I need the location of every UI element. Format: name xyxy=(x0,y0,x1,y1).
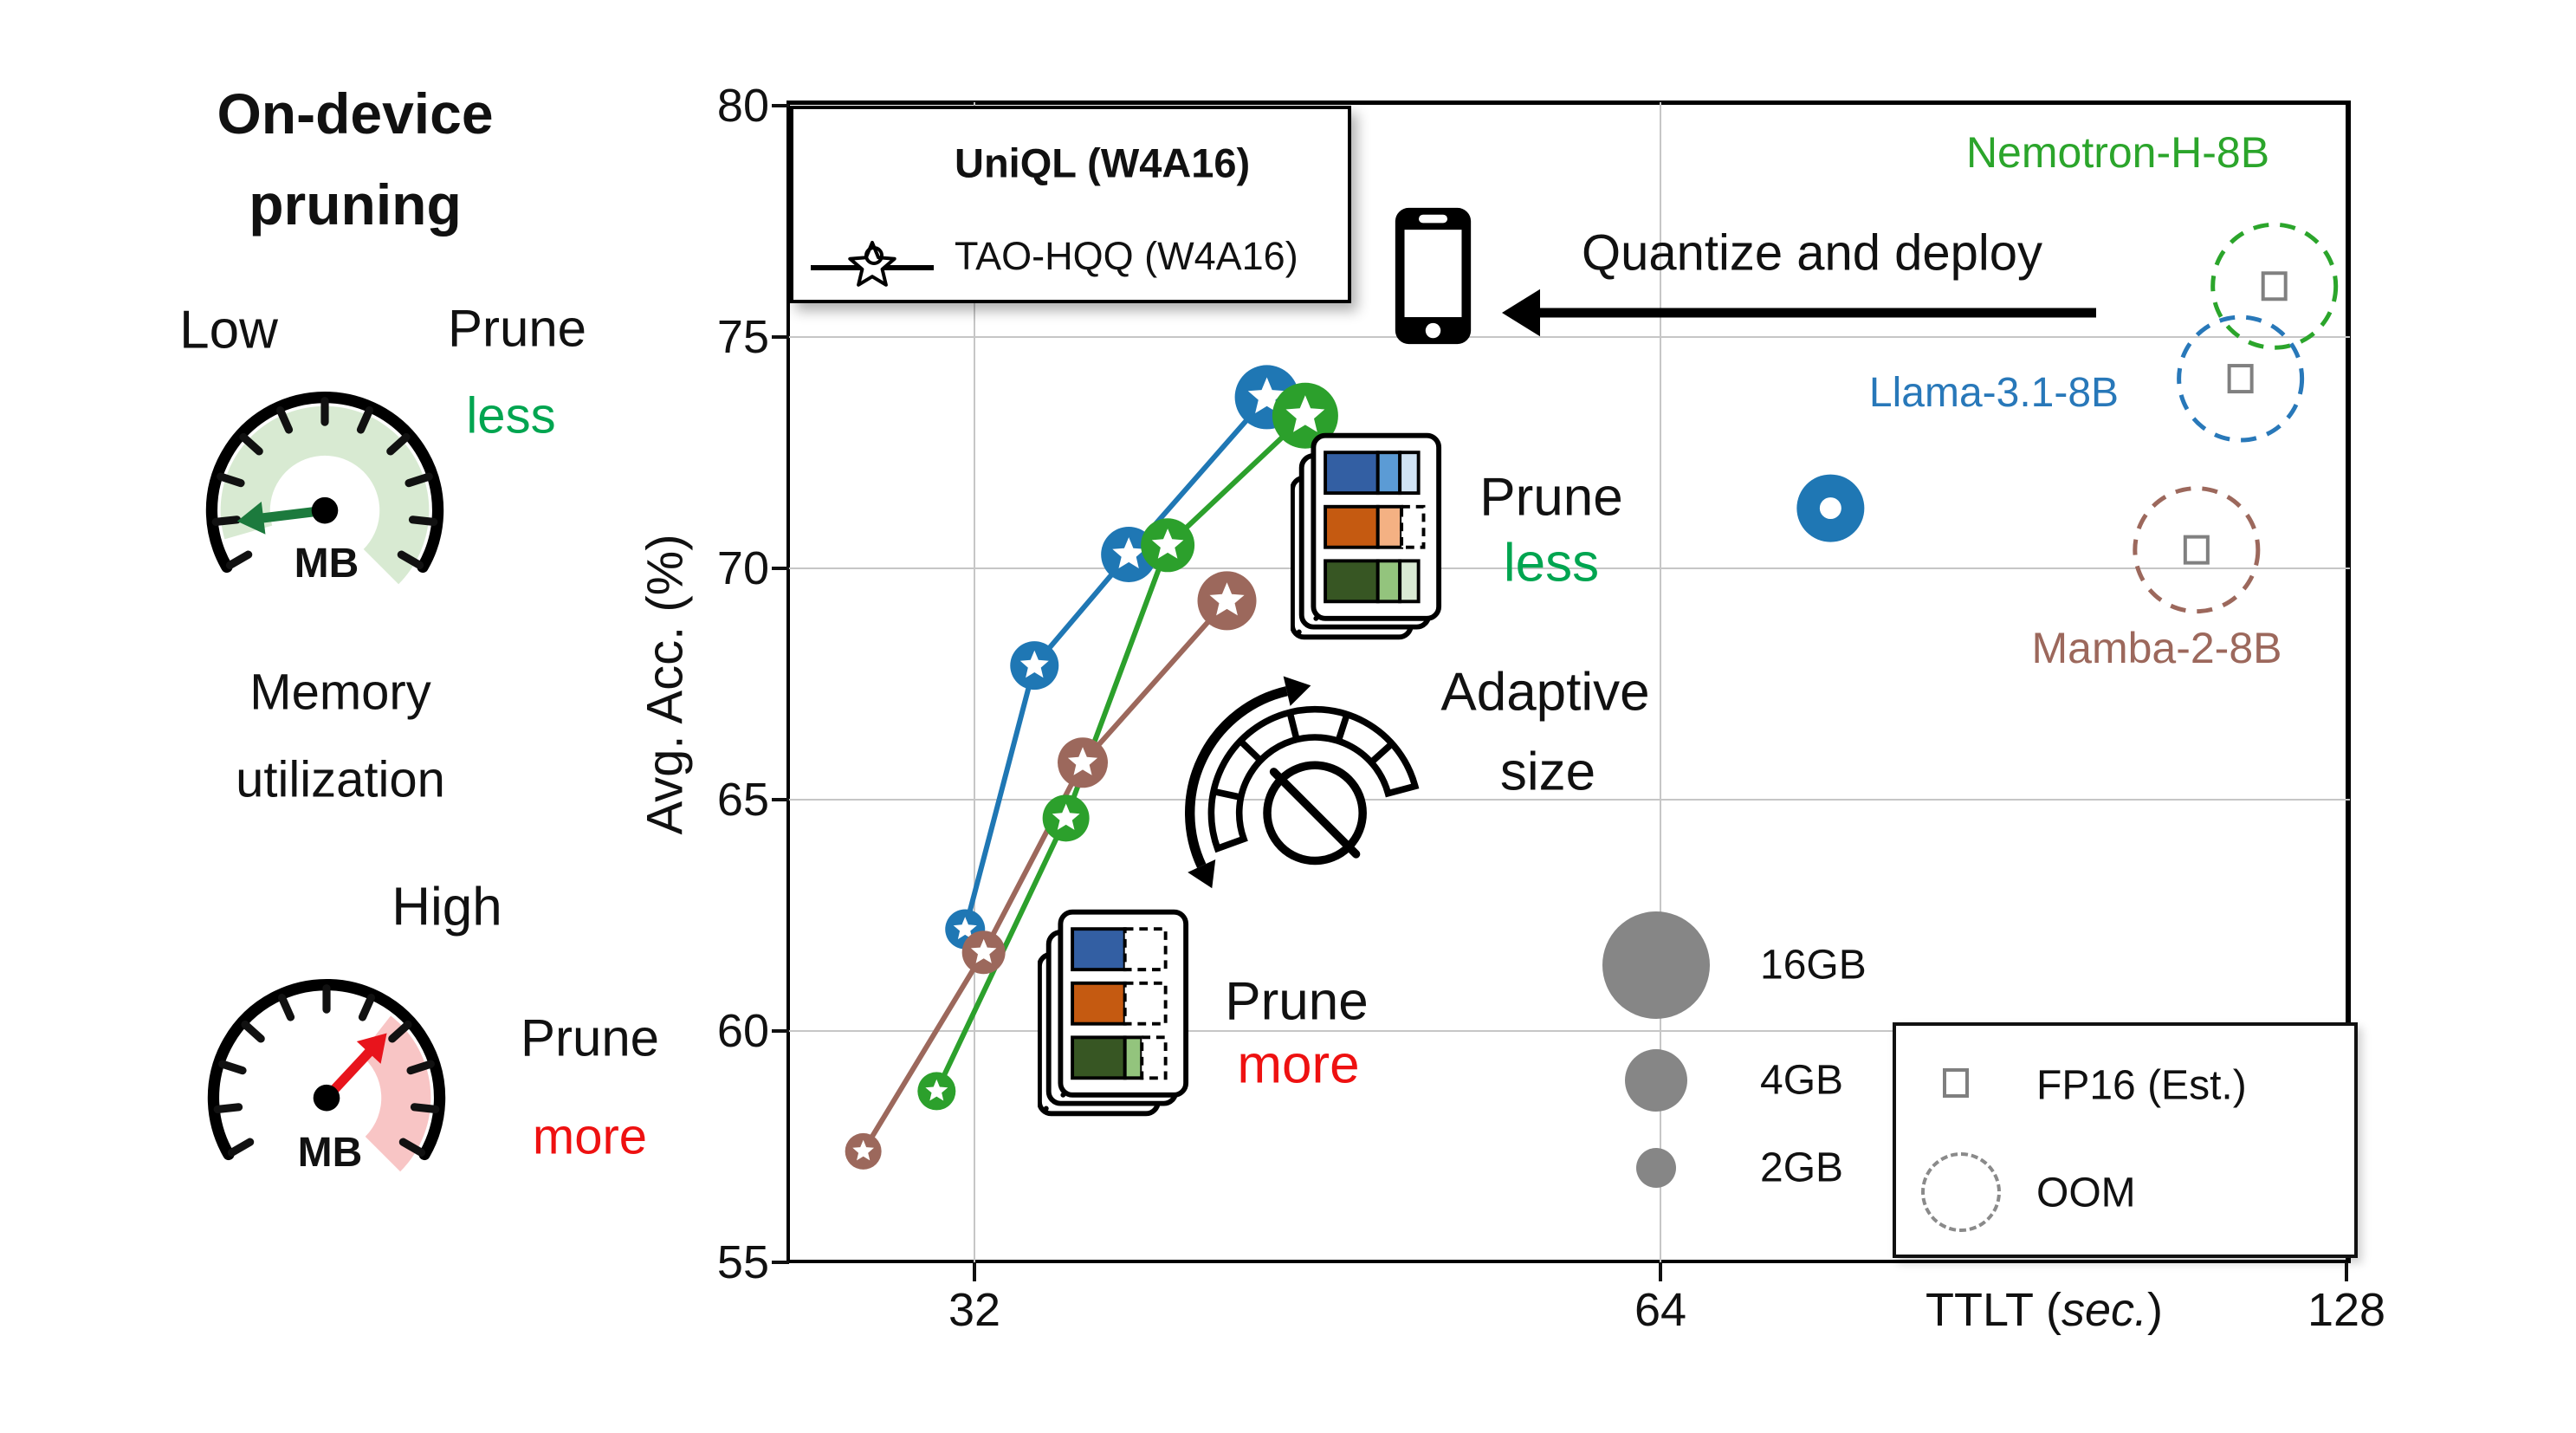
x-axis-label-suffix: ) xyxy=(2147,1283,2164,1336)
arrow-head xyxy=(236,502,266,535)
more-label-panel: more xyxy=(532,1108,648,1165)
tao-legend-label: TAO-HQQ (W4A16) xyxy=(955,234,1298,278)
panel-title-line2: pruning xyxy=(249,172,462,237)
tao-point-hole xyxy=(1819,497,1841,520)
x-axis-label-prefix: TTLT ( xyxy=(1925,1283,2061,1336)
ytick-label: 55 xyxy=(716,1236,769,1288)
oom-circle xyxy=(2133,486,2261,614)
mb-label-2: MB xyxy=(297,1130,363,1177)
fp16-legend-label: FP16 (Est.) xyxy=(2036,1062,2247,1109)
xtick-label: 128 xyxy=(2307,1283,2386,1336)
size-bubble xyxy=(1625,1049,1687,1112)
size-bubble-label: 4GB xyxy=(1760,1057,1844,1104)
adaptive-line2: size xyxy=(1499,742,1596,802)
ytick-label: 60 xyxy=(716,1005,769,1057)
ytick-label: 70 xyxy=(716,542,769,594)
llama-label: Llama-3.1-8B xyxy=(1868,370,2120,417)
star-glyph xyxy=(970,938,997,963)
memory-gauge-low-icon xyxy=(205,391,444,585)
ytick-label: 65 xyxy=(716,774,769,826)
star-glyph xyxy=(925,1079,948,1101)
uniql-star-icon xyxy=(848,241,896,287)
star-glyph xyxy=(1052,803,1080,830)
series-line xyxy=(962,395,1269,930)
quantize-deploy-label: Quantize and deploy xyxy=(1581,224,2043,282)
star-glyph xyxy=(953,917,977,940)
prune-less-line1: Prune xyxy=(1479,467,1623,528)
xtick-label: 64 xyxy=(1634,1283,1687,1336)
star-glyph xyxy=(1067,747,1098,775)
size-bubble-label: 2GB xyxy=(1760,1144,1844,1191)
adaptive-size-knob-icon xyxy=(1185,676,1420,889)
memory-label-line1: Memory xyxy=(249,664,431,721)
arrow-head xyxy=(356,1033,387,1064)
prune-label-top: Prune xyxy=(447,299,587,358)
arrow-head xyxy=(1188,859,1216,889)
star-glyph xyxy=(1019,650,1049,678)
oom-circle xyxy=(2177,314,2305,443)
prune-label-bottom: Prune xyxy=(520,1008,660,1067)
size-bubble xyxy=(1636,1148,1676,1188)
series-legend: UniQL (W4A16) TAO-HQQ (W4A16) xyxy=(790,106,1351,303)
star-glyph xyxy=(1112,537,1145,568)
x-axis-label: TTLT (sec.) xyxy=(1926,1284,2163,1336)
size-bubble xyxy=(1602,911,1710,1019)
ytick-label: 80 xyxy=(716,80,769,132)
oom-dashed-circle-icon xyxy=(1921,1152,2001,1232)
prune-less-layers-icon xyxy=(1291,432,1442,640)
ytick-label: 75 xyxy=(716,311,769,363)
low-label: Low xyxy=(179,300,278,360)
marker-legend: FP16 (Est.) OOM xyxy=(1893,1022,2358,1258)
panel-title-line1: On-device xyxy=(217,81,494,146)
fp16-square xyxy=(2261,271,2288,302)
prune-more-line2: more xyxy=(1237,1034,1360,1095)
star-glyph xyxy=(852,1139,874,1161)
high-label: High xyxy=(392,877,502,937)
arrow-head xyxy=(1502,289,1540,337)
memory-label-line2: utilization xyxy=(236,751,445,808)
tao-circle-icon xyxy=(864,246,883,265)
prune-more-line1: Prune xyxy=(1225,971,1369,1032)
star-glyph xyxy=(1209,582,1245,616)
fp16-square xyxy=(2183,535,2210,565)
prune-more-layers-icon xyxy=(1038,909,1189,1117)
prune-less-line2: less xyxy=(1503,533,1600,593)
arrow-head xyxy=(1283,676,1311,706)
nemotron-label: Nemotron-H-8B xyxy=(1965,128,2270,177)
oom-legend-label: OOM xyxy=(2036,1170,2136,1216)
fp16-square-icon xyxy=(1943,1068,1969,1098)
series-line xyxy=(861,599,1229,1153)
oom-circle xyxy=(2210,222,2339,350)
star-glyph xyxy=(1151,528,1184,559)
xtick-label: 32 xyxy=(948,1283,1001,1336)
mamba-label: Mamba-2-8B xyxy=(2031,624,2282,672)
adaptive-line1: Adaptive xyxy=(1440,662,1650,723)
fp16-square xyxy=(2227,364,2254,394)
size-bubble-label: 16GB xyxy=(1760,942,1867,989)
phone-icon xyxy=(1395,207,1472,345)
star-glyph xyxy=(1285,395,1325,432)
memory-gauge-high-icon xyxy=(207,978,446,1172)
uniql-legend-label: UniQL (W4A16) xyxy=(955,139,1251,186)
x-axis-label-unit: sec. xyxy=(2061,1283,2148,1336)
mb-label-1: MB xyxy=(294,541,359,587)
less-label-panel: less xyxy=(466,387,556,444)
